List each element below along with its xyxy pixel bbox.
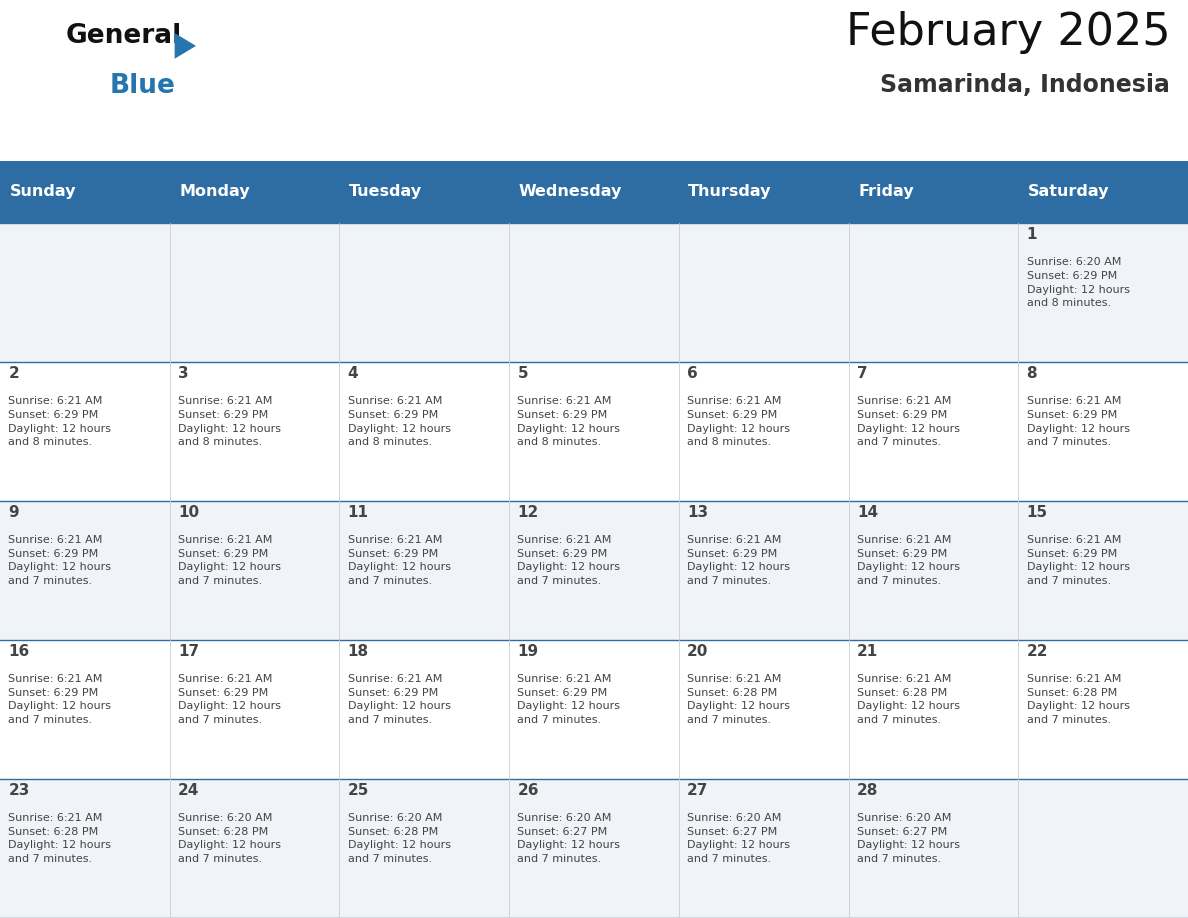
Text: 2: 2 bbox=[8, 365, 19, 381]
Text: Sunrise: 6:21 AM
Sunset: 6:28 PM
Daylight: 12 hours
and 7 minutes.: Sunrise: 6:21 AM Sunset: 6:28 PM Dayligh… bbox=[1026, 675, 1130, 725]
Text: Sunrise: 6:21 AM
Sunset: 6:29 PM
Daylight: 12 hours
and 7 minutes.: Sunrise: 6:21 AM Sunset: 6:29 PM Dayligh… bbox=[8, 675, 112, 725]
Text: Sunrise: 6:21 AM
Sunset: 6:29 PM
Daylight: 12 hours
and 7 minutes.: Sunrise: 6:21 AM Sunset: 6:29 PM Dayligh… bbox=[518, 535, 620, 586]
Bar bbox=[0, 640, 1188, 779]
Bar bbox=[0, 0, 1188, 161]
Bar bbox=[0, 501, 1188, 640]
Text: Wednesday: Wednesday bbox=[519, 185, 623, 199]
Text: Sunrise: 6:21 AM
Sunset: 6:29 PM
Daylight: 12 hours
and 8 minutes.: Sunrise: 6:21 AM Sunset: 6:29 PM Dayligh… bbox=[687, 397, 790, 447]
Text: 4: 4 bbox=[348, 365, 359, 381]
Bar bbox=[0, 223, 1188, 362]
Text: Sunrise: 6:21 AM
Sunset: 6:29 PM
Daylight: 12 hours
and 8 minutes.: Sunrise: 6:21 AM Sunset: 6:29 PM Dayligh… bbox=[518, 397, 620, 447]
Text: Sunrise: 6:21 AM
Sunset: 6:29 PM
Daylight: 12 hours
and 7 minutes.: Sunrise: 6:21 AM Sunset: 6:29 PM Dayligh… bbox=[178, 675, 282, 725]
Text: 19: 19 bbox=[518, 644, 538, 659]
Text: Sunrise: 6:20 AM
Sunset: 6:28 PM
Daylight: 12 hours
and 7 minutes.: Sunrise: 6:20 AM Sunset: 6:28 PM Dayligh… bbox=[348, 813, 450, 864]
Text: Saturday: Saturday bbox=[1028, 185, 1110, 199]
Text: 24: 24 bbox=[178, 783, 200, 798]
Text: Sunrise: 6:21 AM
Sunset: 6:28 PM
Daylight: 12 hours
and 7 minutes.: Sunrise: 6:21 AM Sunset: 6:28 PM Dayligh… bbox=[8, 813, 112, 864]
Text: Sunrise: 6:21 AM
Sunset: 6:29 PM
Daylight: 12 hours
and 7 minutes.: Sunrise: 6:21 AM Sunset: 6:29 PM Dayligh… bbox=[518, 675, 620, 725]
Text: Blue: Blue bbox=[109, 73, 175, 99]
Text: 6: 6 bbox=[687, 365, 697, 381]
Text: 14: 14 bbox=[857, 505, 878, 520]
Polygon shape bbox=[175, 33, 196, 59]
Text: Sunrise: 6:21 AM
Sunset: 6:29 PM
Daylight: 12 hours
and 7 minutes.: Sunrise: 6:21 AM Sunset: 6:29 PM Dayligh… bbox=[1026, 397, 1130, 447]
Text: 9: 9 bbox=[8, 505, 19, 520]
Bar bbox=[0, 362, 1188, 501]
Text: Sunrise: 6:21 AM
Sunset: 6:29 PM
Daylight: 12 hours
and 7 minutes.: Sunrise: 6:21 AM Sunset: 6:29 PM Dayligh… bbox=[178, 535, 282, 586]
Text: 7: 7 bbox=[857, 365, 867, 381]
Text: Sunrise: 6:21 AM
Sunset: 6:29 PM
Daylight: 12 hours
and 7 minutes.: Sunrise: 6:21 AM Sunset: 6:29 PM Dayligh… bbox=[348, 675, 450, 725]
Text: 25: 25 bbox=[348, 783, 369, 798]
Text: February 2025: February 2025 bbox=[846, 11, 1170, 54]
Text: 3: 3 bbox=[178, 365, 189, 381]
Text: Sunrise: 6:20 AM
Sunset: 6:27 PM
Daylight: 12 hours
and 7 minutes.: Sunrise: 6:20 AM Sunset: 6:27 PM Dayligh… bbox=[687, 813, 790, 864]
Text: 1: 1 bbox=[1026, 227, 1037, 241]
Text: Sunrise: 6:21 AM
Sunset: 6:29 PM
Daylight: 12 hours
and 8 minutes.: Sunrise: 6:21 AM Sunset: 6:29 PM Dayligh… bbox=[8, 397, 112, 447]
Text: 13: 13 bbox=[687, 505, 708, 520]
Text: 21: 21 bbox=[857, 644, 878, 659]
Text: Sunrise: 6:21 AM
Sunset: 6:28 PM
Daylight: 12 hours
and 7 minutes.: Sunrise: 6:21 AM Sunset: 6:28 PM Dayligh… bbox=[857, 675, 960, 725]
Text: Monday: Monday bbox=[179, 185, 249, 199]
Text: Thursday: Thursday bbox=[688, 185, 772, 199]
Text: 8: 8 bbox=[1026, 365, 1037, 381]
Text: 28: 28 bbox=[857, 783, 878, 798]
Text: Sunrise: 6:20 AM
Sunset: 6:27 PM
Daylight: 12 hours
and 7 minutes.: Sunrise: 6:20 AM Sunset: 6:27 PM Dayligh… bbox=[857, 813, 960, 864]
Text: Sunrise: 6:20 AM
Sunset: 6:28 PM
Daylight: 12 hours
and 7 minutes.: Sunrise: 6:20 AM Sunset: 6:28 PM Dayligh… bbox=[178, 813, 282, 864]
Text: 16: 16 bbox=[8, 644, 30, 659]
Text: Sunrise: 6:21 AM
Sunset: 6:29 PM
Daylight: 12 hours
and 7 minutes.: Sunrise: 6:21 AM Sunset: 6:29 PM Dayligh… bbox=[857, 397, 960, 447]
Text: 17: 17 bbox=[178, 644, 200, 659]
Text: Tuesday: Tuesday bbox=[349, 185, 422, 199]
Text: Friday: Friday bbox=[858, 185, 914, 199]
Text: Samarinda, Indonesia: Samarinda, Indonesia bbox=[880, 73, 1170, 97]
Text: Sunday: Sunday bbox=[10, 185, 76, 199]
Text: 23: 23 bbox=[8, 783, 30, 798]
Text: 12: 12 bbox=[518, 505, 538, 520]
Text: 15: 15 bbox=[1026, 505, 1048, 520]
Text: General: General bbox=[65, 23, 182, 49]
Text: Sunrise: 6:20 AM
Sunset: 6:29 PM
Daylight: 12 hours
and 8 minutes.: Sunrise: 6:20 AM Sunset: 6:29 PM Dayligh… bbox=[1026, 257, 1130, 308]
Text: 27: 27 bbox=[687, 783, 708, 798]
Bar bbox=[0, 779, 1188, 918]
Text: Sunrise: 6:21 AM
Sunset: 6:29 PM
Daylight: 12 hours
and 7 minutes.: Sunrise: 6:21 AM Sunset: 6:29 PM Dayligh… bbox=[1026, 535, 1130, 586]
Bar bbox=[0, 161, 1188, 223]
Text: 5: 5 bbox=[518, 365, 529, 381]
Text: Sunrise: 6:21 AM
Sunset: 6:29 PM
Daylight: 12 hours
and 7 minutes.: Sunrise: 6:21 AM Sunset: 6:29 PM Dayligh… bbox=[857, 535, 960, 586]
Text: Sunrise: 6:21 AM
Sunset: 6:29 PM
Daylight: 12 hours
and 7 minutes.: Sunrise: 6:21 AM Sunset: 6:29 PM Dayligh… bbox=[687, 535, 790, 586]
Text: Sunrise: 6:21 AM
Sunset: 6:29 PM
Daylight: 12 hours
and 8 minutes.: Sunrise: 6:21 AM Sunset: 6:29 PM Dayligh… bbox=[178, 397, 282, 447]
Text: Sunrise: 6:21 AM
Sunset: 6:29 PM
Daylight: 12 hours
and 7 minutes.: Sunrise: 6:21 AM Sunset: 6:29 PM Dayligh… bbox=[348, 535, 450, 586]
Text: 20: 20 bbox=[687, 644, 708, 659]
Text: Sunrise: 6:21 AM
Sunset: 6:29 PM
Daylight: 12 hours
and 8 minutes.: Sunrise: 6:21 AM Sunset: 6:29 PM Dayligh… bbox=[348, 397, 450, 447]
Text: Sunrise: 6:21 AM
Sunset: 6:28 PM
Daylight: 12 hours
and 7 minutes.: Sunrise: 6:21 AM Sunset: 6:28 PM Dayligh… bbox=[687, 675, 790, 725]
Text: Sunrise: 6:21 AM
Sunset: 6:29 PM
Daylight: 12 hours
and 7 minutes.: Sunrise: 6:21 AM Sunset: 6:29 PM Dayligh… bbox=[8, 535, 112, 586]
Text: Sunrise: 6:20 AM
Sunset: 6:27 PM
Daylight: 12 hours
and 7 minutes.: Sunrise: 6:20 AM Sunset: 6:27 PM Dayligh… bbox=[518, 813, 620, 864]
Text: 18: 18 bbox=[348, 644, 368, 659]
Text: 26: 26 bbox=[518, 783, 539, 798]
Text: 22: 22 bbox=[1026, 644, 1048, 659]
Text: 10: 10 bbox=[178, 505, 200, 520]
Text: 11: 11 bbox=[348, 505, 368, 520]
